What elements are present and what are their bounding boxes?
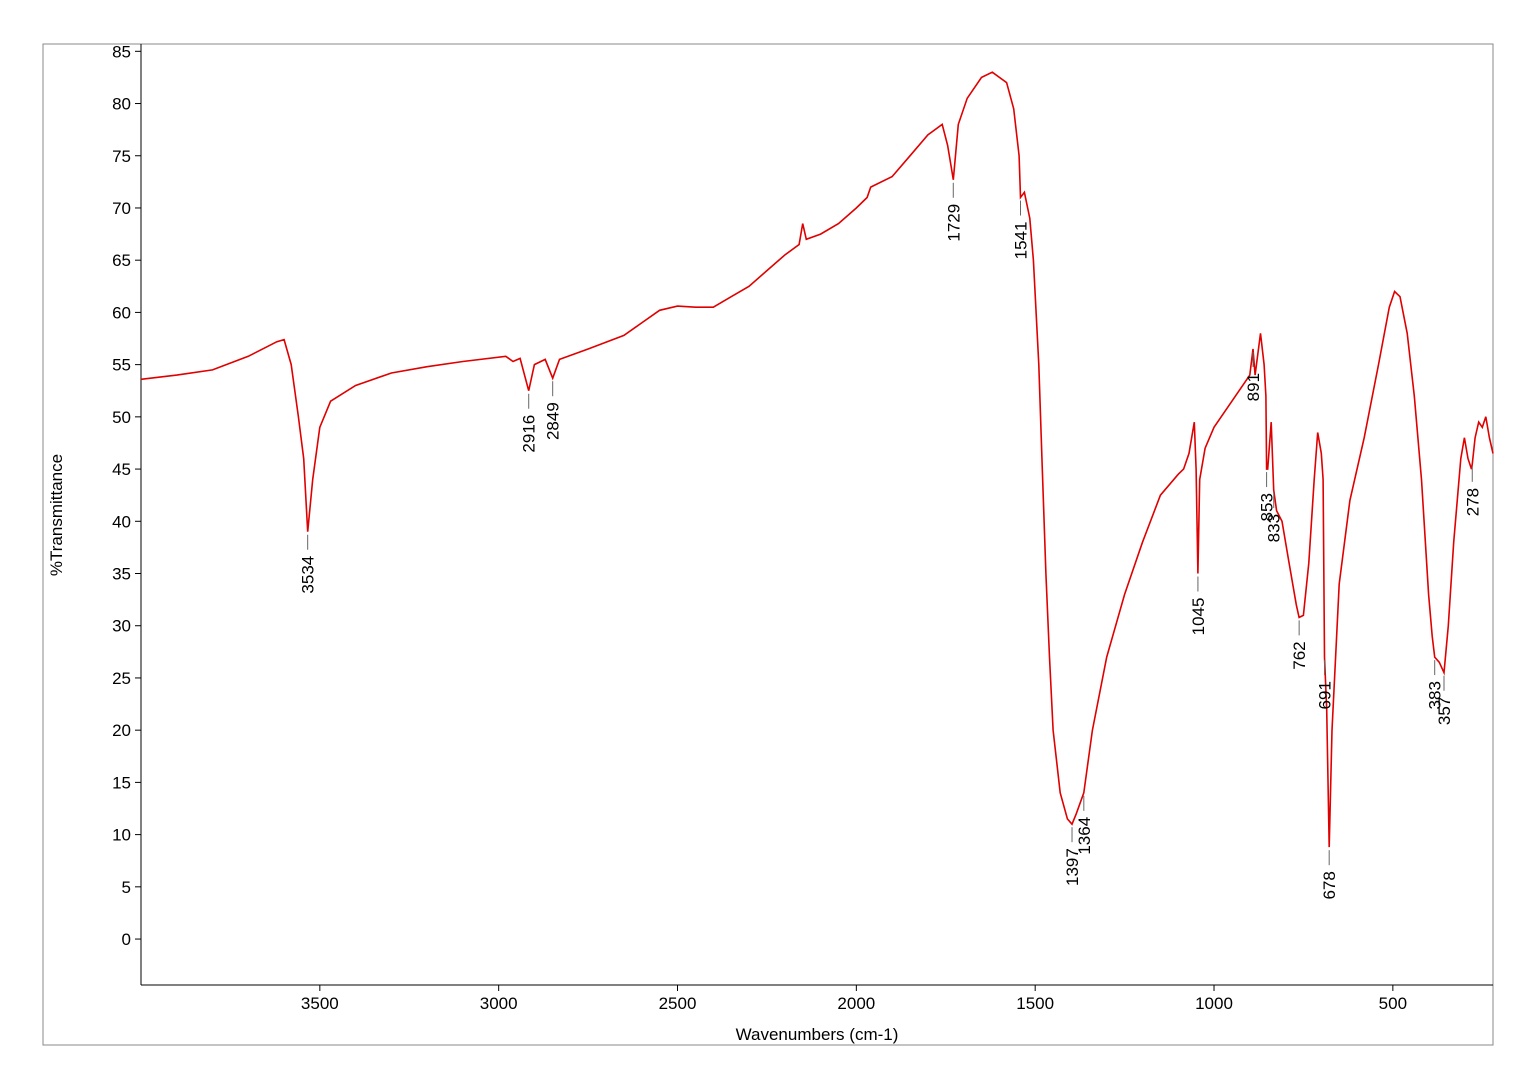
peak-label: 3534 — [299, 556, 318, 594]
y-tick-label: 20 — [112, 721, 131, 740]
peak-label: 357 — [1435, 697, 1454, 725]
frame — [42, 43, 1494, 1046]
y-tick-label: 70 — [112, 199, 131, 218]
y-tick-label: 45 — [112, 460, 131, 479]
peak-label: 2916 — [520, 415, 539, 453]
x-tick-label: 1000 — [1195, 994, 1233, 1013]
y-tick-label: 5 — [122, 878, 131, 897]
peak-label: 678 — [1320, 871, 1339, 899]
peak-label: 383 — [1426, 681, 1445, 709]
y-tick-label: 60 — [112, 303, 131, 322]
y-tick-label: 80 — [112, 95, 131, 114]
spectrum-line — [140, 71, 1494, 848]
y-tick-label: 65 — [112, 251, 131, 270]
y-tick-label: 0 — [122, 930, 131, 949]
peak-label: 1729 — [944, 204, 963, 242]
peak-label: 1364 — [1075, 817, 1094, 855]
y-tick-label: 75 — [112, 147, 131, 166]
peak-label: 762 — [1290, 641, 1309, 669]
x-axis-label: Wavenumbers (cm-1) — [736, 1025, 899, 1044]
y-tick-label: 15 — [112, 773, 131, 792]
peak-label: 278 — [1463, 488, 1482, 516]
x-tick-label: 2000 — [837, 994, 875, 1013]
peak-label: 853 — [1258, 493, 1277, 521]
peak-label: 833 — [1265, 514, 1284, 542]
y-tick-label: 85 — [112, 42, 131, 61]
x-tick-label: 3000 — [480, 994, 518, 1013]
peak-label: 1045 — [1189, 598, 1208, 636]
y-tick-label: 30 — [112, 617, 131, 636]
y-tick-label: 35 — [112, 565, 131, 584]
x-tick-label: 500 — [1379, 994, 1407, 1013]
y-tick-label: 25 — [112, 669, 131, 688]
x-tick-label: 1500 — [1016, 994, 1054, 1013]
x-tick-label: 2500 — [659, 994, 697, 1013]
peak-label: 2849 — [544, 402, 563, 440]
y-tick-label: 10 — [112, 826, 131, 845]
y-axis-label: %Transmittance — [47, 454, 66, 576]
y-tick-label: 55 — [112, 356, 131, 375]
peak-label: 891 — [1244, 373, 1263, 401]
y-tick-label: 40 — [112, 512, 131, 531]
x-tick-label: 3500 — [301, 994, 339, 1013]
y-tick-label: 50 — [112, 408, 131, 427]
peak-label: 1541 — [1012, 222, 1031, 260]
peak-label: 1397 — [1063, 848, 1082, 886]
peak-label: 691 — [1316, 681, 1335, 709]
